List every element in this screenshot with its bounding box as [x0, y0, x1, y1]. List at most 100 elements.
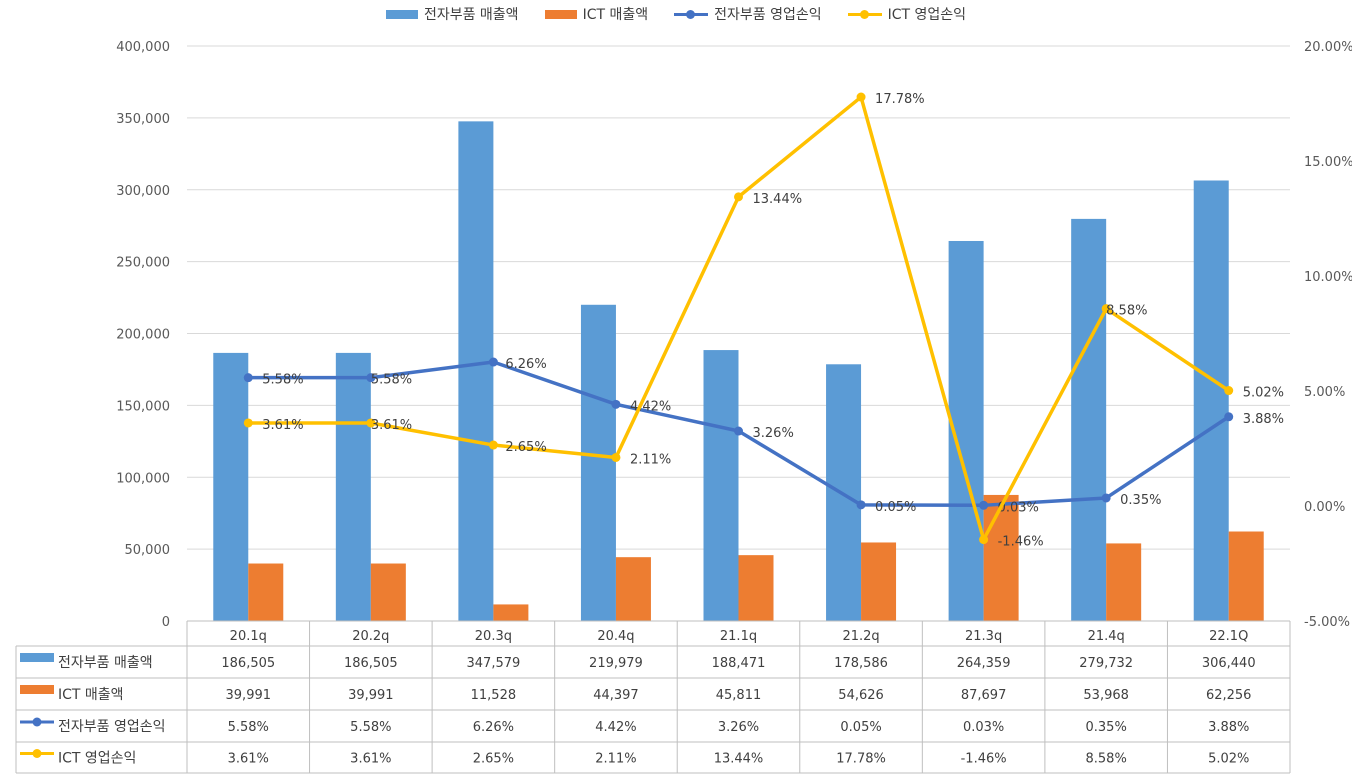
left-axis-tick-label: 0 — [162, 615, 170, 630]
left-axis-tick-label: 200,000 — [116, 328, 170, 343]
legend-label: ICT 영업손익 — [887, 7, 967, 23]
category-label: 20.4q — [597, 629, 634, 644]
line-marker — [611, 399, 621, 409]
left-axis-tick-label: 300,000 — [116, 184, 170, 199]
table-cell: 3.26% — [718, 720, 759, 735]
bar-electronics-revenue — [1193, 180, 1229, 621]
legend-swatch — [674, 8, 709, 20]
right-axis-tick-label: 5.00% — [1304, 385, 1345, 400]
table-cell: -1.46% — [961, 752, 1007, 767]
bar-ict-revenue — [493, 604, 529, 621]
data-label: 3.61% — [371, 418, 412, 433]
line-marker — [979, 535, 989, 545]
right-axis-tick-label: 10.00% — [1304, 270, 1352, 285]
category-label: 21.2q — [842, 629, 879, 644]
table-cell: 54,626 — [838, 688, 884, 703]
data-label: 17.78% — [875, 92, 925, 107]
line-marker — [1224, 412, 1234, 422]
right-axis-tick-label: 15.00% — [1304, 155, 1352, 170]
left-axis-tick-label: 250,000 — [116, 256, 170, 271]
table-cell: 45,811 — [716, 688, 762, 703]
table-cell: 279,732 — [1079, 656, 1133, 671]
legend-label: ICT 매출액 — [582, 7, 649, 23]
line-marker — [856, 500, 866, 510]
table-cell: 62,256 — [1206, 688, 1252, 703]
bar-ict-revenue — [248, 563, 284, 621]
table-series-name: 전자부품 매출액 — [58, 655, 153, 671]
data-label: 0.03% — [998, 500, 1039, 515]
table-cell: 3.61% — [228, 752, 269, 767]
legend-item: ICT 매출액 — [544, 4, 649, 24]
table-cell: 347,579 — [467, 656, 521, 671]
bar-electronics-revenue — [703, 350, 739, 621]
table-cell: 188,471 — [712, 656, 766, 671]
table-cell: 0.03% — [963, 720, 1004, 735]
table-legend-key — [32, 749, 42, 758]
table-cell: 13.44% — [714, 752, 764, 767]
legend-label: 전자부품 매출액 — [423, 7, 519, 23]
table-cell: 87,697 — [961, 688, 1007, 703]
category-label: 20.2q — [352, 629, 389, 644]
category-label: 22.1Q — [1209, 629, 1248, 644]
table-cell: 264,359 — [957, 656, 1011, 671]
line-marker — [366, 418, 376, 428]
table-cell: 8.58% — [1086, 752, 1127, 767]
data-label: 5.02% — [1243, 386, 1284, 401]
data-label: 2.65% — [505, 440, 546, 455]
table-legend-key — [32, 717, 42, 727]
table-legend-key — [20, 685, 54, 694]
legend-item: 전자부품 영업손익 — [674, 4, 822, 24]
table-series-name: ICT 매출액 — [58, 687, 124, 703]
table-cell: 2.65% — [473, 752, 514, 767]
bar-ict-revenue — [983, 494, 1019, 621]
left-axis-tick-label: 100,000 — [116, 471, 170, 486]
line-marker — [611, 452, 621, 462]
line-marker — [1101, 493, 1111, 503]
table-cell: 6.26% — [473, 720, 514, 735]
bar-ict-revenue — [861, 542, 897, 621]
left-axis-tick-label: 400,000 — [116, 40, 170, 55]
left-axis-tick-label: 150,000 — [116, 399, 170, 414]
legend-item: ICT 영업손익 — [847, 4, 967, 24]
legend-swatch — [385, 9, 418, 19]
right-axis-tick-label: 0.00% — [1304, 500, 1345, 515]
data-label: 13.44% — [753, 192, 803, 207]
line-marker — [243, 373, 253, 383]
left-axis-tick-label: 350,000 — [116, 112, 170, 127]
line-marker — [243, 418, 253, 428]
table-cell: 17.78% — [836, 752, 886, 767]
line-marker — [366, 373, 376, 383]
data-label: 6.26% — [505, 357, 546, 372]
bar-ict-revenue — [738, 555, 774, 621]
bar-ict-revenue — [1228, 531, 1264, 621]
data-label: 0.35% — [1120, 493, 1161, 508]
table-cell: 3.88% — [1208, 720, 1249, 735]
line-marker — [856, 92, 866, 102]
line-marker — [488, 440, 498, 450]
right-axis-tick-label: 20.00% — [1304, 40, 1352, 55]
data-label: 3.61% — [262, 418, 303, 433]
legend-swatch — [544, 9, 577, 19]
legend-swatch — [847, 8, 882, 20]
line-marker — [1224, 386, 1234, 396]
table-cell: 2.11% — [595, 752, 636, 767]
table-series-name: ICT 영업손익 — [58, 751, 136, 767]
table-cell: 3.61% — [350, 752, 391, 767]
data-label: 2.11% — [630, 452, 671, 467]
left-axis-tick-label: 50,000 — [125, 543, 171, 558]
data-label: 3.88% — [1243, 412, 1284, 427]
table-cell: 5.02% — [1208, 752, 1249, 767]
table-cell: 186,505 — [221, 656, 275, 671]
data-label: 0.05% — [875, 500, 916, 515]
table-cell: 4.42% — [595, 720, 636, 735]
table-cell: 5.58% — [350, 720, 391, 735]
bar-ict-revenue — [370, 563, 406, 621]
category-label: 20.1q — [230, 629, 267, 644]
table-series-name: 전자부품 영업손익 — [58, 719, 166, 735]
table-cell: 5.58% — [228, 720, 269, 735]
table-cell: 0.35% — [1086, 720, 1127, 735]
table-cell: 186,505 — [344, 656, 398, 671]
table-cell: 53,968 — [1083, 688, 1129, 703]
category-label: 20.3q — [475, 629, 512, 644]
bar-ict-revenue — [1106, 543, 1142, 621]
